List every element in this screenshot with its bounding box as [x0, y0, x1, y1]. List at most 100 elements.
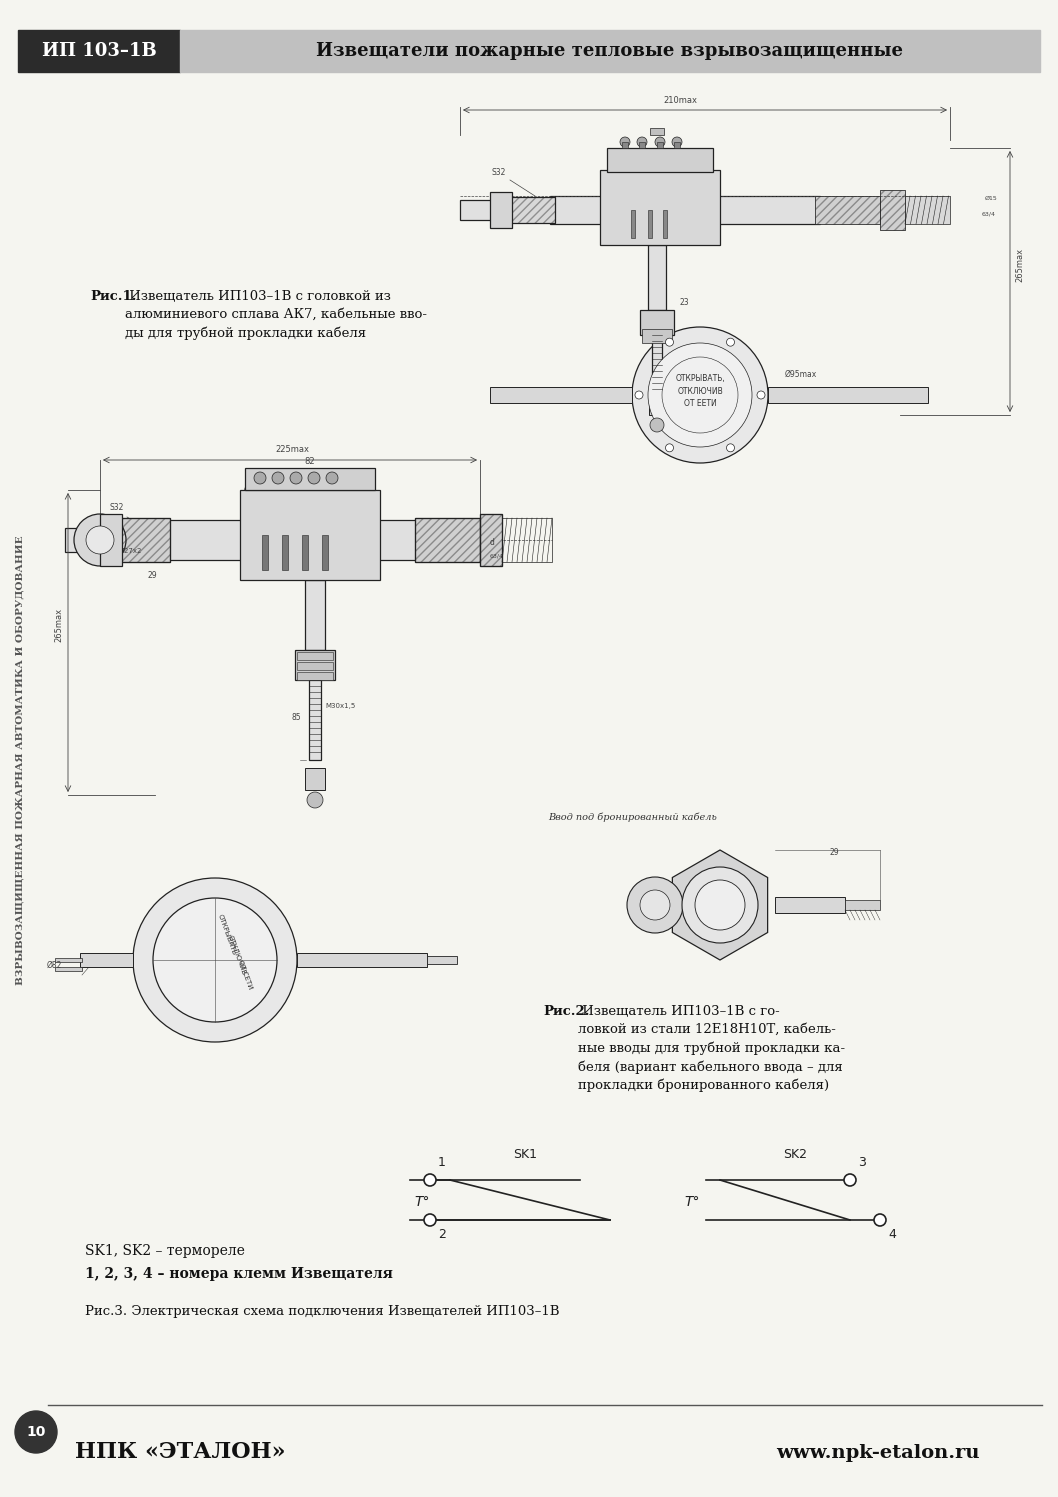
Bar — [674, 142, 680, 148]
Bar — [600, 171, 720, 246]
Bar — [282, 534, 288, 570]
Circle shape — [695, 880, 745, 930]
Bar — [649, 395, 665, 415]
Circle shape — [153, 898, 277, 1022]
Bar — [647, 210, 652, 238]
Text: ОТКРЫВАТЬ,: ОТКРЫВАТЬ, — [675, 374, 725, 383]
Bar — [302, 534, 308, 570]
Bar — [640, 310, 674, 335]
Text: ОТКЛЮЧИВ: ОТКЛЮЧИВ — [227, 934, 247, 976]
Circle shape — [844, 1174, 856, 1186]
Bar — [650, 129, 664, 135]
Bar — [305, 768, 325, 790]
Text: Рис.2.: Рис.2. — [543, 1004, 589, 1018]
Text: 225max: 225max — [275, 445, 309, 454]
Circle shape — [290, 472, 302, 484]
Text: M27x2: M27x2 — [518, 210, 542, 216]
Text: T°: T° — [685, 1195, 699, 1210]
Circle shape — [627, 877, 683, 933]
Text: Извещатели пожарные тепловые взрывозащищенные: Извещатели пожарные тепловые взрывозащищ… — [316, 42, 904, 60]
Text: 265max: 265max — [54, 608, 63, 642]
Bar — [297, 662, 333, 671]
Bar — [297, 672, 333, 680]
Bar — [880, 190, 905, 231]
Bar — [80, 954, 133, 967]
Bar — [55, 958, 83, 963]
Bar — [768, 388, 928, 403]
Text: ОТ ЕЕТИ: ОТ ЕЕТИ — [683, 398, 716, 407]
Bar — [647, 246, 665, 310]
Text: www.npk-etalon.ru: www.npk-etalon.ru — [777, 1445, 980, 1463]
Text: Извещатель ИП103–1В с го-
ловкой из стали 12Е18Н10Т, кабель-
ные вводы для трубн: Извещатель ИП103–1В с го- ловкой из стал… — [578, 1004, 845, 1093]
Bar — [427, 957, 457, 964]
Text: SK2: SK2 — [783, 1148, 807, 1162]
Bar — [415, 518, 480, 561]
Circle shape — [647, 343, 752, 448]
Circle shape — [326, 472, 338, 484]
Text: 23: 23 — [680, 298, 690, 307]
Bar — [501, 518, 552, 561]
Bar — [490, 388, 632, 403]
Text: 1, 2, 3, 4 – номера клемм Извещателя: 1, 2, 3, 4 – номера клемм Извещателя — [85, 1266, 393, 1281]
Text: 210max: 210max — [663, 96, 697, 105]
Text: 2: 2 — [438, 1228, 445, 1241]
Circle shape — [15, 1412, 57, 1454]
Bar — [550, 196, 820, 225]
Bar — [297, 653, 333, 660]
Circle shape — [86, 525, 114, 554]
Text: d: d — [490, 537, 495, 546]
Text: 4: 4 — [888, 1228, 896, 1241]
Circle shape — [307, 792, 323, 808]
Text: НПК «ЭТАЛОН»: НПК «ЭТАЛОН» — [75, 1442, 286, 1463]
Circle shape — [620, 138, 630, 147]
Text: M27x2: M27x2 — [118, 548, 142, 554]
Text: S32: S32 — [492, 168, 507, 177]
Bar — [297, 954, 427, 967]
Bar — [905, 196, 950, 225]
Bar — [480, 513, 501, 566]
Bar — [845, 900, 880, 910]
Circle shape — [758, 391, 765, 400]
Text: M30x1,5: M30x1,5 — [655, 344, 686, 350]
Text: 63/4: 63/4 — [982, 211, 996, 216]
Text: Ø15: Ø15 — [985, 196, 998, 201]
Text: 82: 82 — [305, 457, 315, 466]
Circle shape — [272, 472, 284, 484]
Bar — [415, 518, 480, 561]
Circle shape — [424, 1174, 436, 1186]
Bar — [815, 196, 880, 225]
Bar — [663, 210, 667, 238]
Circle shape — [727, 338, 734, 346]
Circle shape — [640, 891, 670, 921]
Text: 265max: 265max — [1015, 249, 1024, 281]
Circle shape — [74, 513, 126, 566]
Circle shape — [254, 472, 266, 484]
Bar — [165, 519, 430, 560]
Polygon shape — [673, 850, 768, 960]
Text: Ø95max: Ø95max — [785, 370, 817, 379]
Text: 85: 85 — [292, 713, 302, 722]
Text: 3: 3 — [858, 1156, 865, 1169]
Bar — [245, 469, 375, 490]
Bar — [631, 210, 635, 238]
Bar — [480, 513, 501, 566]
Text: SK1: SK1 — [513, 1148, 537, 1162]
Circle shape — [632, 326, 768, 463]
Text: ВЗРЫВОЗАЩИЩЕННАЯ ПОЖАРНАЯ АВТОМАТИКА И ОБОРУДОВАНИЕ: ВЗРЫВОЗАЩИЩЕННАЯ ПОЖАРНАЯ АВТОМАТИКА И О… — [16, 536, 24, 985]
Bar — [815, 196, 880, 225]
Circle shape — [665, 338, 674, 346]
Bar — [642, 329, 672, 343]
Text: 63/4: 63/4 — [490, 554, 504, 558]
Text: Ø82: Ø82 — [47, 961, 62, 970]
Circle shape — [665, 443, 674, 452]
Bar — [880, 190, 905, 231]
Circle shape — [650, 418, 664, 433]
Bar — [657, 142, 663, 148]
Text: S32: S32 — [110, 503, 125, 512]
Bar — [120, 518, 170, 561]
Text: 10: 10 — [26, 1425, 45, 1439]
Bar — [120, 518, 170, 561]
Bar — [652, 335, 662, 395]
Bar — [305, 579, 325, 650]
Bar — [510, 198, 555, 223]
